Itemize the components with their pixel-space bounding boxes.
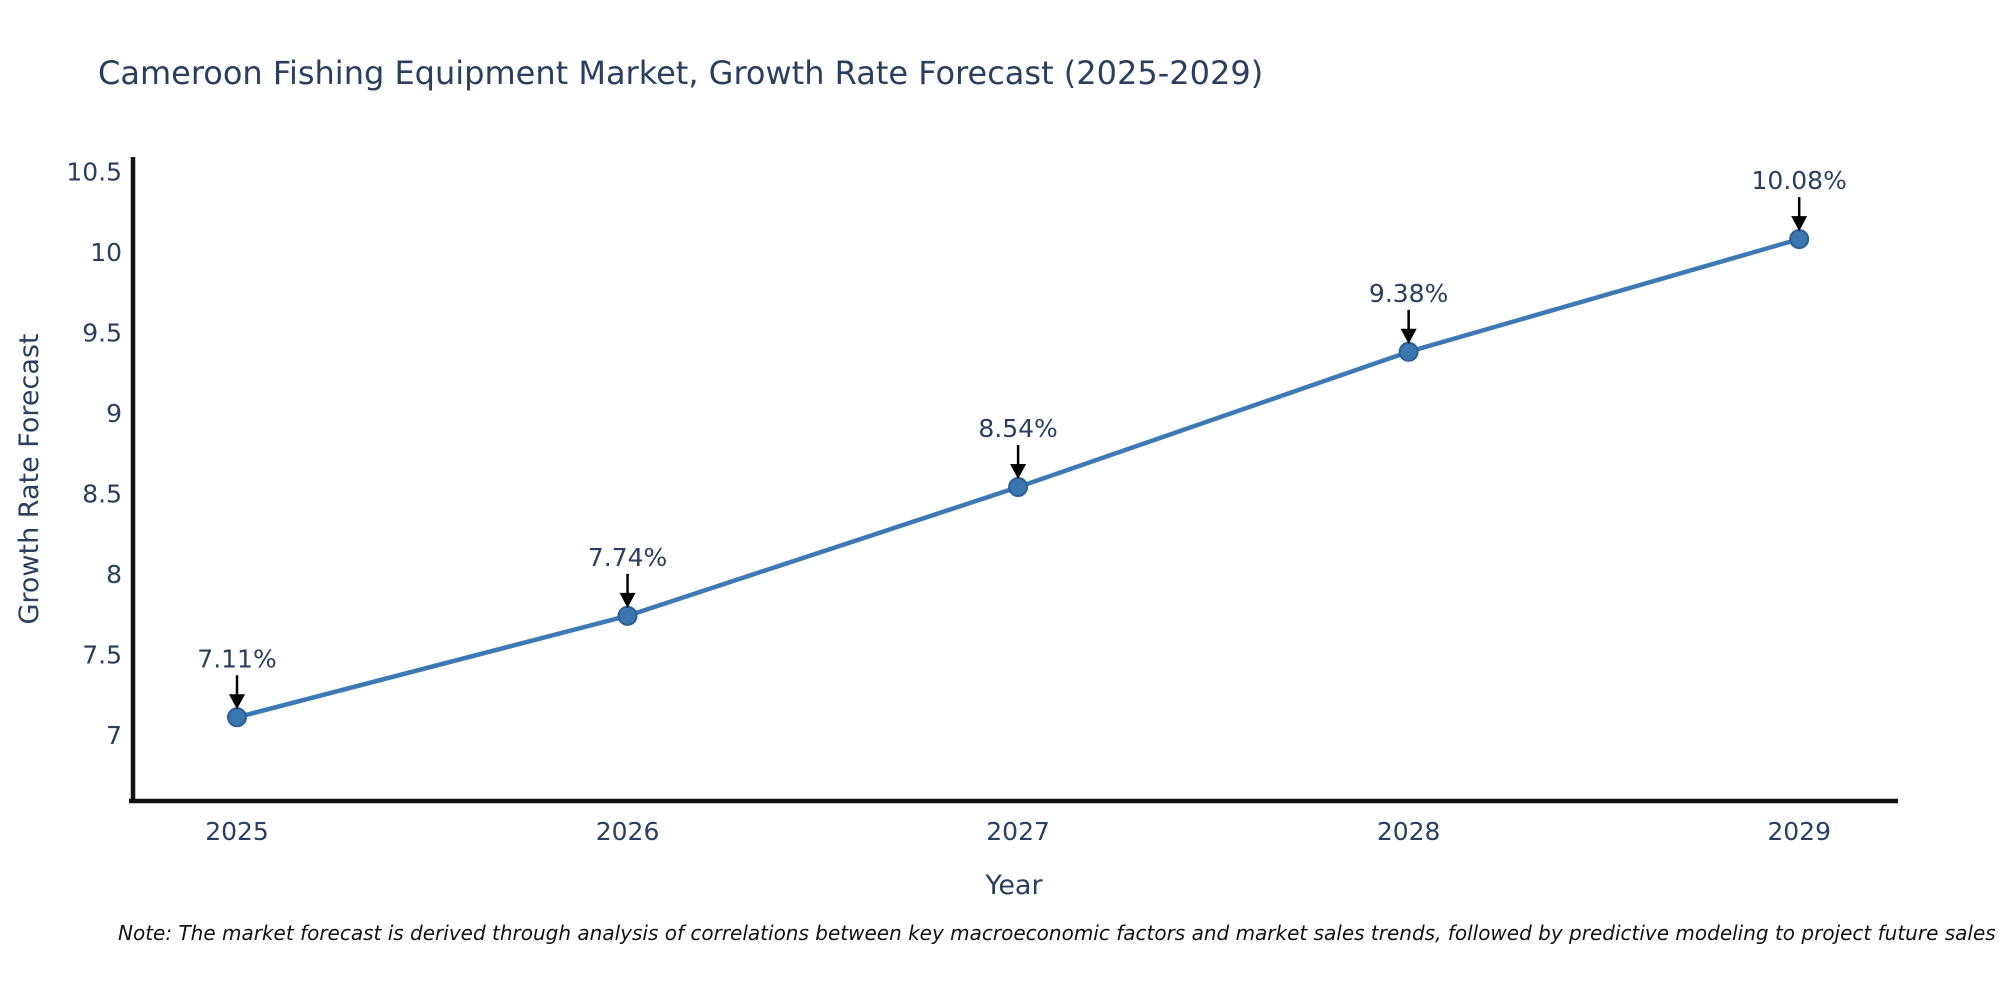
chart-title: Cameroon Fishing Equipment Market, Growt… (98, 54, 1263, 92)
data-point-marker (617, 605, 638, 626)
x-tick-label: 2025 (205, 817, 269, 846)
y-tick-label: 8 (106, 560, 122, 589)
y-tick-label: 9.5 (82, 318, 122, 347)
x-axis: 2025 2026 2027 2028 2029 Year (129, 798, 1898, 901)
data-point-value-label: 7.74% (588, 543, 667, 572)
annotation-arrowhead-icon (229, 694, 246, 710)
data-point-marker (1789, 229, 1810, 250)
annotation-arrowhead-icon (1791, 216, 1808, 232)
data-point-value-label: 10.08% (1752, 166, 1847, 195)
x-axis-tick-labels: 2025 2026 2027 2028 2029 (205, 817, 1831, 846)
annotation-arrowhead-icon (1010, 464, 1027, 480)
footnote: Note: The market forecast is derived thr… (118, 921, 1996, 945)
x-axis-title: Year (984, 870, 1043, 901)
y-tick-label: 7.5 (82, 640, 122, 669)
y-tick-label: 8.5 (82, 479, 122, 508)
data-point-annotations: 7.11% 7.74% 8.54% 9.38% 10.08% (197, 166, 1847, 710)
x-tick-label: 2029 (1767, 817, 1831, 846)
data-point-value-label: 7.11% (197, 644, 276, 673)
annotation-arrowhead-icon (619, 592, 636, 608)
x-tick-label: 2028 (1377, 817, 1441, 846)
x-tick-label: 2027 (986, 817, 1050, 846)
y-axis-title: Growth Rate Forecast (14, 333, 45, 624)
x-tick-label: 2026 (596, 817, 660, 846)
annotation-arrowhead-icon (1400, 328, 1417, 344)
y-tick-label: 9 (106, 399, 122, 428)
y-axis: 7 7.5 8 8.5 9 9.5 10 10.5 Growth Rate Forecast (14, 157, 136, 803)
data-point-value-label: 9.38% (1369, 279, 1448, 308)
y-tick-label: 7 (106, 721, 122, 750)
y-tick-label: 10.5 (66, 157, 122, 186)
data-point-marker (227, 707, 248, 728)
y-axis-tick-labels: 7 7.5 8 8.5 9 9.5 10 10.5 (66, 157, 122, 750)
y-tick-label: 10 (90, 238, 122, 267)
data-point-value-label: 8.54% (978, 414, 1057, 443)
data-point-marker (1398, 341, 1419, 362)
data-point-marker (1008, 477, 1029, 498)
